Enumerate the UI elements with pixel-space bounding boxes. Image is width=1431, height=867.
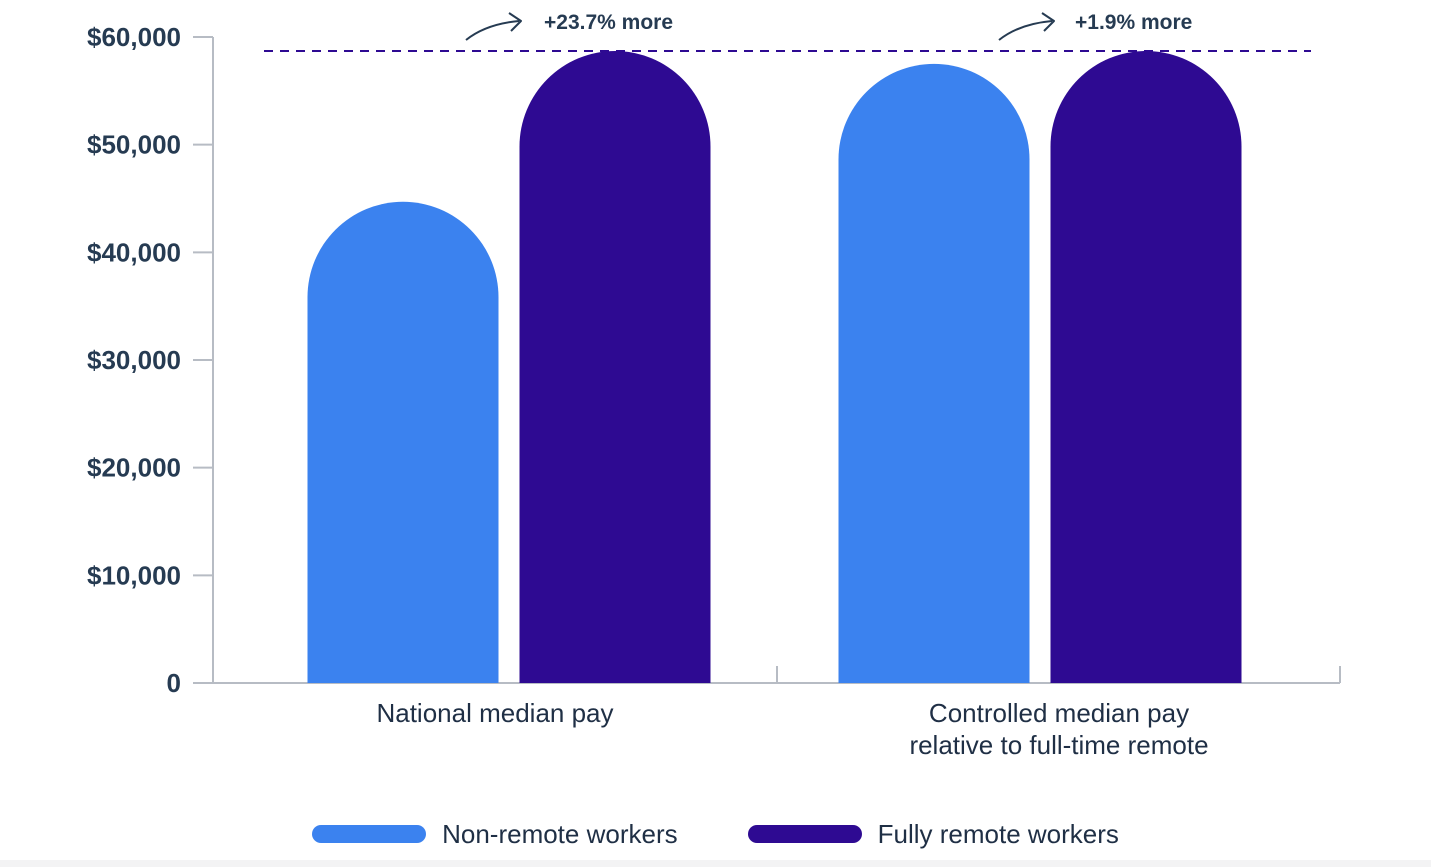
legend-item-fully-remote: Fully remote workers	[747, 818, 1119, 850]
annotations: +23.7% more +1.9% more	[465, 11, 1192, 41]
category-label: National median pay	[376, 698, 613, 728]
annotation-arrow-head	[1041, 12, 1055, 32]
annotation-label: +1.9% more	[1075, 11, 1192, 34]
y-tick-label: 0	[167, 668, 181, 698]
axes: 0 $10,000 $20,000 $30,000 $40,000 $50,000 $60,…	[87, 22, 1341, 698]
y-tick-label: $40,000	[87, 237, 181, 267]
y-tick-label: $20,000	[87, 453, 181, 483]
y-tick-label: $10,000	[87, 560, 181, 590]
y-tick-label: $50,000	[87, 130, 181, 160]
bottom-strip	[0, 860, 1431, 867]
y-tick-label: $60,000	[87, 22, 181, 52]
legend-item-non-remote: Non-remote workers	[312, 819, 678, 850]
legend-label-fully-remote: Fully remote workers	[877, 818, 1119, 849]
category-label: Controlled median pay	[929, 698, 1189, 728]
category-label: relative to full-time remote	[909, 730, 1208, 760]
legend-swatch-fully-remote	[747, 825, 862, 843]
legend: Non-remote workers Fully remote workers	[0, 812, 1431, 856]
y-tick-label: $30,000	[87, 345, 181, 375]
bar-non-remote	[838, 63, 1030, 683]
bars	[307, 50, 1242, 683]
legend-label-non-remote: Non-remote workers	[442, 818, 678, 849]
bar-fully-remote	[519, 50, 711, 683]
bar-non-remote	[307, 201, 499, 683]
legend-swatch-non-remote	[312, 825, 427, 843]
bar-fully-remote	[1050, 50, 1242, 683]
chart-plot: 0 $10,000 $20,000 $30,000 $40,000 $50,000 $60,…	[87, 11, 1341, 760]
annotation-arrow	[998, 20, 1053, 41]
annotation-arrow-head	[508, 12, 522, 32]
category-labels: National median pay Controlled median pay…	[376, 698, 1208, 760]
annotation-label: +23.7% more	[544, 11, 673, 34]
annotation-arrow	[465, 20, 520, 41]
